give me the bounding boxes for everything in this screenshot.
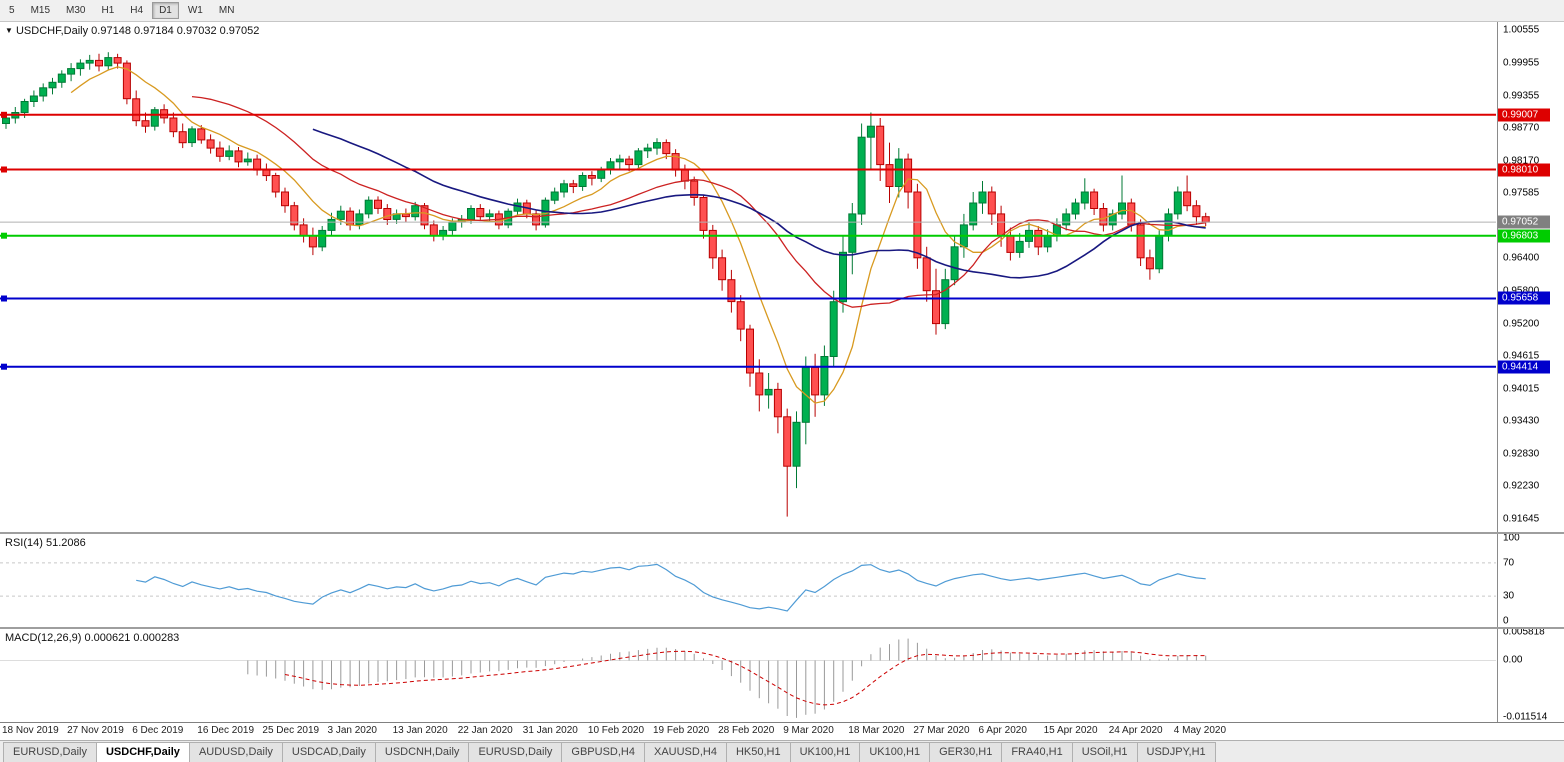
price-axis-label: 0.99355 — [1503, 90, 1540, 102]
date-axis-label: 10 Feb 2020 — [587, 725, 645, 736]
date-axis-label: 18 Nov 2019 — [2, 725, 59, 736]
price-flag: 0.95658 — [1498, 291, 1550, 305]
price-axis[interactable]: 1.00555 0.99955 0.99355 0.98770 0.98170 0.975… — [1497, 22, 1564, 532]
macd-label: MACD(12,26,9) — [5, 632, 82, 644]
date-axis-label: 6 Dec 2019 — [132, 725, 184, 736]
chart-tab-uk100-h1[interactable]: UK100,H1 — [859, 742, 931, 762]
time-axis[interactable]: 18 Nov 2019 27 Nov 2019 6 Dec 2019 16 Dec 2… — [0, 722, 1564, 740]
date-axis-label: 28 Feb 2020 — [718, 725, 775, 736]
rsi-title: RSI(14) 51.2086 — [5, 537, 86, 549]
price-axis-label: 0.96400 — [1503, 252, 1540, 264]
rsi-plot[interactable] — [0, 534, 1496, 627]
price-axis-label: 0.94015 — [1503, 383, 1540, 395]
timeframe-button-M30[interactable]: M30 — [59, 2, 92, 19]
date-axis-label: 22 Jan 2020 — [457, 725, 513, 736]
rsi-axis[interactable]: 100 70 30 0 — [1497, 534, 1564, 627]
price-axis-label: 0.98770 — [1503, 122, 1540, 134]
date-axis-label: 31 Jan 2020 — [522, 725, 578, 736]
date-axis-label: 9 Mar 2020 — [783, 725, 834, 736]
price-axis-label: 0.91645 — [1503, 513, 1540, 525]
date-axis-label: 27 Mar 2020 — [913, 725, 970, 736]
price-flag: 0.96803 — [1498, 229, 1550, 243]
chart-title: ▼ USDCHF,Daily 0.97148 0.97184 0.97032 0… — [5, 25, 259, 37]
chart-tab-fra40-h1[interactable]: FRA40,H1 — [1001, 742, 1073, 762]
timeframe-button-W1[interactable]: W1 — [181, 2, 210, 19]
price-axis-label: 0.98170 — [1503, 155, 1540, 167]
date-axis-label: 24 Apr 2020 — [1108, 725, 1163, 736]
chart-symbol-label: USDCHF,Daily — [15, 25, 89, 37]
date-axis-label: 19 Feb 2020 — [653, 725, 710, 736]
chart-tab-hk50-h1[interactable]: HK50,H1 — [725, 742, 791, 762]
date-axis-label: 18 Mar 2020 — [848, 725, 905, 736]
macd-plot[interactable] — [0, 629, 1496, 722]
timeframe-button-D1[interactable]: D1 — [152, 2, 179, 19]
chart-tab-uk100-h1[interactable]: UK100,H1 — [789, 742, 861, 762]
macd-axis-label: -0.011514 — [1503, 711, 1548, 722]
price-axis-label: 0.95800 — [1503, 285, 1540, 297]
macd-values: 0.000621 0.000283 — [84, 632, 180, 644]
rsi-label: RSI(14) — [5, 537, 43, 549]
rsi-axis-label: 0 — [1503, 615, 1509, 627]
macd-title: MACD(12,26,9) 0.000621 0.000283 — [5, 632, 179, 644]
price-flag: 0.97052 — [1498, 215, 1550, 229]
timeframe-button-M15[interactable]: M15 — [24, 2, 57, 19]
date-axis-label: 4 May 2020 — [1173, 725, 1227, 736]
price-axis-label: 0.99955 — [1503, 57, 1540, 69]
date-axis-label: 25 Dec 2019 — [262, 725, 320, 736]
macd-axis-label: 0.00 — [1503, 654, 1523, 666]
rsi-axis-label: 70 — [1503, 557, 1515, 569]
chart-tab-ger30-h1[interactable]: GER30,H1 — [929, 742, 1003, 762]
price-axis-label: 0.92830 — [1503, 448, 1540, 460]
timeframe-button-H1[interactable]: H1 — [94, 2, 121, 19]
timeframe-toolbar: 5 M15 M30 H1 H4 D1 W1 MN — [0, 0, 1564, 22]
date-axis-label: 27 Nov 2019 — [67, 725, 124, 736]
chart-tab-gbpusd-h4[interactable]: GBPUSD,H4 — [561, 742, 645, 762]
timeframe-button-H4[interactable]: H4 — [123, 2, 150, 19]
price-axis-label: 0.95200 — [1503, 318, 1540, 330]
macd-axis-label: 0.005818 — [1503, 629, 1545, 638]
chart-tabs-bar: EURUSD,Daily USDCHF,Daily AUDUSD,Daily USDC… — [0, 740, 1564, 762]
chart-tab-usdcnh-daily[interactable]: USDCNH,Daily — [374, 742, 470, 762]
date-axis-label: 16 Dec 2019 — [197, 725, 255, 736]
price-axis-label: 0.93430 — [1503, 415, 1540, 427]
chart-tab-usdchf-daily[interactable]: USDCHF,Daily — [95, 742, 190, 762]
main-chart-pane[interactable]: ▼ USDCHF,Daily 0.97148 0.97184 0.97032 0… — [0, 22, 1564, 534]
chart-tab-audusd-daily[interactable]: AUDUSD,Daily — [188, 742, 283, 762]
price-axis-label: 0.92230 — [1503, 480, 1540, 492]
price-axis-label: 0.94615 — [1503, 350, 1540, 362]
rsi-axis-label: 100 — [1503, 534, 1520, 544]
chart-ohlc-quote: 0.97148 0.97184 0.97032 0.97052 — [91, 25, 260, 37]
chart-dropdown-icon[interactable]: ▼ — [5, 26, 13, 35]
chart-tab-eurusd-daily[interactable]: EURUSD,Daily — [3, 742, 97, 762]
rsi-axis-label: 30 — [1503, 590, 1515, 602]
date-axis-label: 6 Apr 2020 — [978, 725, 1027, 736]
rsi-value: 51.2086 — [45, 537, 86, 549]
date-axis-label: 3 Jan 2020 — [327, 725, 378, 736]
price-flag: 0.94414 — [1498, 360, 1550, 374]
macd-axis[interactable]: 0.005818 0.00 -0.011514 — [1497, 629, 1564, 722]
macd-indicator-pane[interactable]: MACD(12,26,9) 0.000621 0.000283 0.005818… — [0, 629, 1564, 722]
price-axis-label: 0.97585 — [1503, 187, 1540, 199]
price-flag: 0.98010 — [1498, 163, 1550, 177]
timeframe-button-5[interactable]: 5 — [2, 2, 22, 19]
date-axis-label: 13 Jan 2020 — [392, 725, 448, 736]
chart-tab-xauusd-h4[interactable]: XAUUSD,H4 — [643, 742, 727, 762]
rsi-indicator-pane[interactable]: RSI(14) 51.2086 100 70 30 0 — [0, 534, 1564, 629]
price-flag: 0.99007 — [1498, 108, 1550, 122]
timeframe-button-MN[interactable]: MN — [212, 2, 242, 19]
candlestick-chart[interactable] — [0, 22, 1496, 532]
chart-tab-usoil-h1[interactable]: USOil,H1 — [1071, 742, 1138, 762]
chart-tab-usdcad-daily[interactable]: USDCAD,Daily — [281, 742, 376, 762]
chart-tab-eurusd-daily[interactable]: EURUSD,Daily — [468, 742, 563, 762]
chart-tab-usdjpy-h1[interactable]: USDJPY,H1 — [1136, 742, 1216, 762]
price-axis-label: 1.00555 — [1503, 24, 1540, 36]
date-axis-label: 15 Apr 2020 — [1043, 725, 1098, 736]
